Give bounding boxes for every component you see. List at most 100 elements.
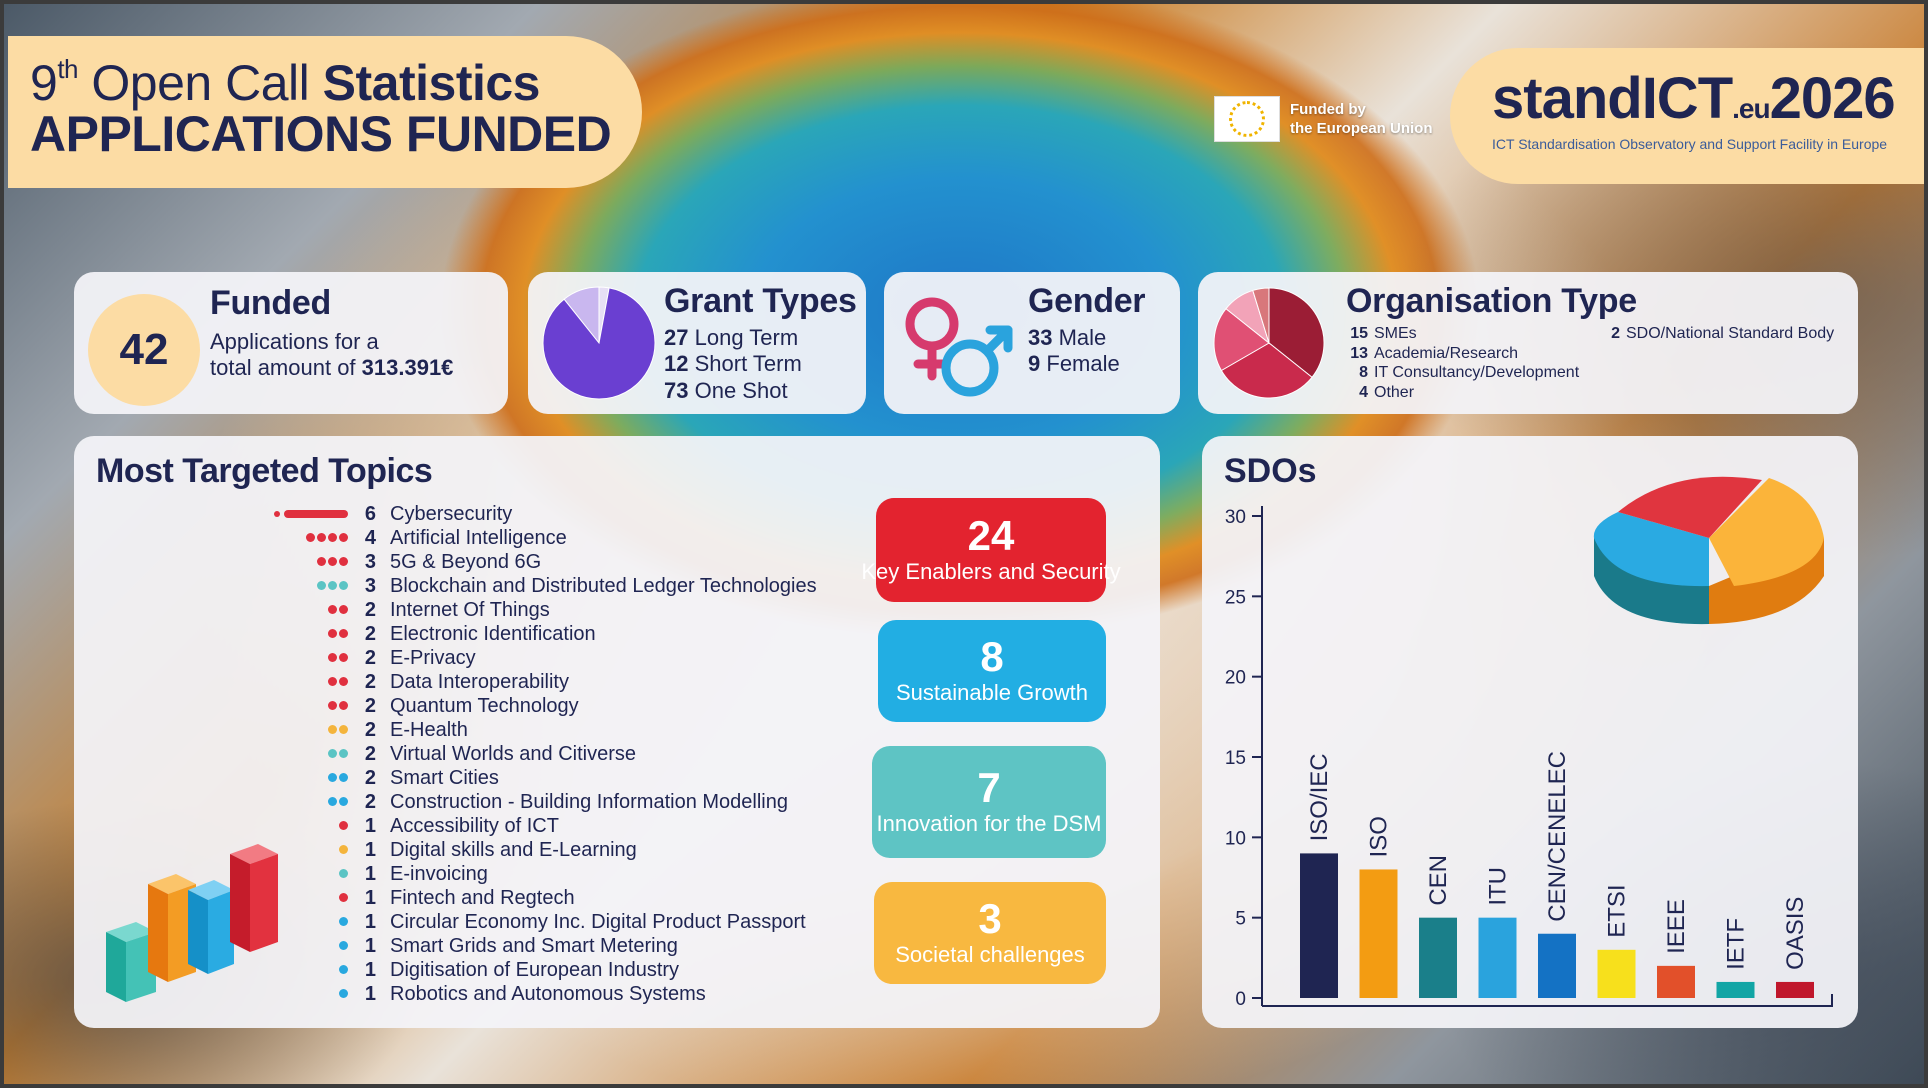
topic-row: 1 Smart Grids and Smart Metering (274, 934, 678, 958)
topic-dots-icon (274, 550, 354, 574)
title-banner: 9th Open Call Statistics APPLICATIONS FU… (8, 36, 642, 188)
org-type-value: 4 (1359, 383, 1368, 401)
topic-dots-icon (274, 766, 354, 790)
most-targeted-topics-card: Most Targeted Topics 6 Cybersecurity 4 Arti… (74, 436, 1160, 1028)
grant-type-row: 12 Short Term (664, 351, 857, 377)
title-line-1: 9th Open Call Statistics (30, 56, 642, 108)
bar-ieee (1657, 965, 1695, 998)
pie-slice (1252, 287, 1270, 344)
topic-name: Electronic Identification (390, 622, 596, 645)
topic-row: 2 Construction - Building Information Mod… (274, 790, 788, 814)
topic-name: Smart Grids and Smart Metering (390, 934, 678, 957)
decorative-3d-pie-icon (1593, 476, 1824, 625)
topic-name: Robotics and Autonomous Systems (390, 982, 706, 1005)
topic-count: 3 (364, 550, 376, 573)
topic-name: Data Interoperability (390, 670, 569, 693)
gender-row-female: 9 Female (1028, 351, 1145, 377)
y-tick-label: 15 (1225, 748, 1246, 769)
org-type-value: 2 (1611, 325, 1620, 342)
category-value: 24 (967, 511, 1015, 559)
standict-logo: standICT.eu2026 (1492, 70, 1928, 128)
topic-dots-icon (274, 718, 354, 742)
topic-row: 2 E-Health (274, 718, 468, 742)
topic-row: 1 Fintech and Regtech (274, 886, 575, 910)
topic-count: 2 (364, 646, 376, 669)
org-type-row: 2 SDO/National Standard Body (1596, 324, 1834, 344)
category-label: Sustainable Growth (896, 679, 1088, 705)
org-type-value: 15 (1350, 325, 1368, 342)
org-type-row: 15 SMEs (1344, 324, 1579, 344)
decorative-bar-chart-icon (106, 844, 278, 1002)
org-type-label: SDO/National Standard Body (1626, 325, 1835, 342)
org-type-row: 13 Academia/Research (1344, 344, 1579, 364)
title-statistics: Statistics (322, 55, 541, 111)
topic-count: 2 (364, 790, 376, 813)
topic-count: 1 (364, 838, 376, 861)
topic-count: 2 (364, 622, 376, 645)
pie-slice (1268, 287, 1325, 378)
logo-part-year: 2026 (1769, 66, 1896, 131)
topic-count: 2 (364, 670, 376, 693)
y-tick-label: 0 (1235, 989, 1246, 1010)
topic-name: E-Health (390, 718, 468, 741)
grant-type-value: 73 (664, 377, 689, 403)
title-ordinal: 9 (30, 55, 58, 111)
pie-slice (1220, 342, 1313, 399)
bar-label: OASIS (1782, 897, 1809, 970)
topic-dots-icon (274, 862, 354, 886)
topic-row: 3 Blockchain and Distributed Ledger Techn… (274, 574, 817, 598)
logo-part-eu: .eu (1732, 93, 1770, 124)
category-key-enablers: 24 Key Enablers and Security (861, 498, 1121, 602)
category-value: 7 (977, 763, 1001, 811)
topic-count: 2 (364, 718, 376, 741)
category-label: Societal challenges (895, 941, 1085, 967)
logo-part-ict: ICT (1641, 66, 1733, 131)
topic-row: 3 5G & Beyond 6G (274, 550, 541, 574)
topic-row: 2 Virtual Worlds and Citiverse (274, 742, 636, 766)
category-value: 3 (978, 894, 1002, 942)
title-open-call: Open Call (91, 55, 310, 111)
topic-row: 2 Internet Of Things (274, 598, 550, 622)
grant-type-label: One Shot (694, 377, 788, 403)
pie-slice (1213, 308, 1270, 372)
topic-name: E-invoicing (390, 862, 488, 885)
gender-value: 9 (1028, 351, 1041, 377)
grant-types-title: Grant Types (664, 282, 857, 320)
topic-dots-icon (274, 742, 354, 766)
topic-dots-icon (274, 934, 354, 958)
pie-slice (542, 287, 656, 400)
title-line-2: APPLICATIONS FUNDED (30, 106, 612, 162)
topic-count: 1 (364, 910, 376, 933)
standict-logo-banner: standICT.eu2026 ICT Standardisation Obse… (1450, 48, 1928, 184)
topic-name: Blockchain and Distributed Ledger Techno… (390, 574, 817, 597)
topic-count: 2 (364, 694, 376, 717)
funded-title: Funded (210, 284, 331, 322)
grant-type-value: 12 (664, 351, 689, 377)
topic-dots-icon (274, 790, 354, 814)
topic-dots-icon (274, 886, 354, 910)
topic-dots-icon (274, 670, 354, 694)
topic-name: Quantum Technology (390, 694, 579, 717)
topic-dots-icon (274, 646, 354, 670)
bar-label: CEN (1425, 855, 1452, 906)
bar-label: ISO (1366, 816, 1393, 857)
topic-dots-icon (274, 574, 354, 598)
topic-count: 1 (364, 982, 376, 1005)
gender-label: Female (1046, 351, 1120, 377)
topic-count: 3 (364, 574, 376, 597)
grant-types-pie-icon (542, 286, 656, 400)
org-type-value: 13 (1350, 344, 1368, 362)
bar-label: ETSI (1604, 884, 1631, 937)
grant-type-value: 27 (664, 325, 689, 350)
grant-type-row: 27 Long Term (664, 325, 857, 351)
topic-name: E-Privacy (390, 646, 476, 669)
topic-name: Smart Cities (390, 766, 499, 789)
topic-dots-icon (274, 910, 354, 934)
topic-name: 5G & Beyond 6G (390, 550, 542, 573)
org-type-label: SMEs (1374, 325, 1417, 342)
funded-card: 42 Funded Applications for a total amoun… (74, 272, 508, 414)
y-tick-label: 5 (1235, 909, 1246, 930)
topic-row: 6 Cybersecurity (274, 502, 512, 526)
gender-row-male: 33 Male (1028, 325, 1145, 351)
sdos-bar-chart: 0 5 10 15 20 25 30 ISO/IEC ISO CEN ITU CEN/CENELEC E… (1225, 506, 1833, 1010)
